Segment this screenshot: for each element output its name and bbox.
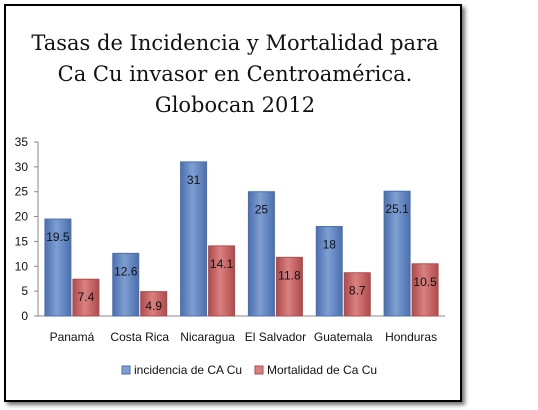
bar-mortality [72,278,100,317]
bar-mortality [208,245,236,317]
y-tick-label: 20 [15,210,29,224]
data-label: 8.7 [349,284,366,298]
data-label: 4.9 [145,299,162,313]
data-label: 10.5 [413,275,437,289]
y-tick-label: 5 [21,284,28,298]
data-label: 31 [187,173,201,187]
bar-mortality [343,272,371,317]
y-tick-label: 25 [15,185,29,199]
bar-incidence [180,161,208,317]
x-tick-label: Guatemala [314,330,373,344]
bar-mortality [411,263,439,317]
bar-mortality [275,256,303,317]
y-tick-label: 10 [15,259,29,273]
bar-incidence [315,226,343,317]
x-tick-label: El Salvador [245,330,306,344]
y-tick-label: 35 [15,135,29,149]
legend-label: Mortalidad de Ca Cu [267,363,377,377]
x-tick-label: Costa Rica [110,330,169,344]
bar-mortality [140,291,168,317]
chart-title: Tasas de Incidencia y Mortalidad para Ca… [31,31,439,117]
bar-incidence [247,191,275,317]
legend-swatch-mortality [254,365,264,375]
bar-incidence [112,252,140,317]
x-tick-label: Honduras [385,330,437,344]
data-label: 11.8 [278,268,301,282]
x-tick-label: Panamá [50,330,95,344]
y-tick-label: 0 [21,309,28,323]
data-label: 7.4 [78,290,95,304]
data-label: 25 [255,203,269,217]
data-label: 12.6 [114,264,138,278]
bar-incidence [44,218,72,317]
data-label: 18 [323,238,337,252]
y-tick-label: 30 [15,160,29,174]
data-label: 19.5 [46,230,70,244]
y-tick-label: 15 [15,234,29,248]
data-label: 25.1 [385,202,409,216]
bar-incidence [383,190,411,317]
x-tick-label: Nicaragua [180,330,235,344]
legend-label: incidencia de CA Cu [134,363,242,377]
data-label: 14.1 [210,257,234,271]
legend-swatch-incidence [121,365,131,375]
